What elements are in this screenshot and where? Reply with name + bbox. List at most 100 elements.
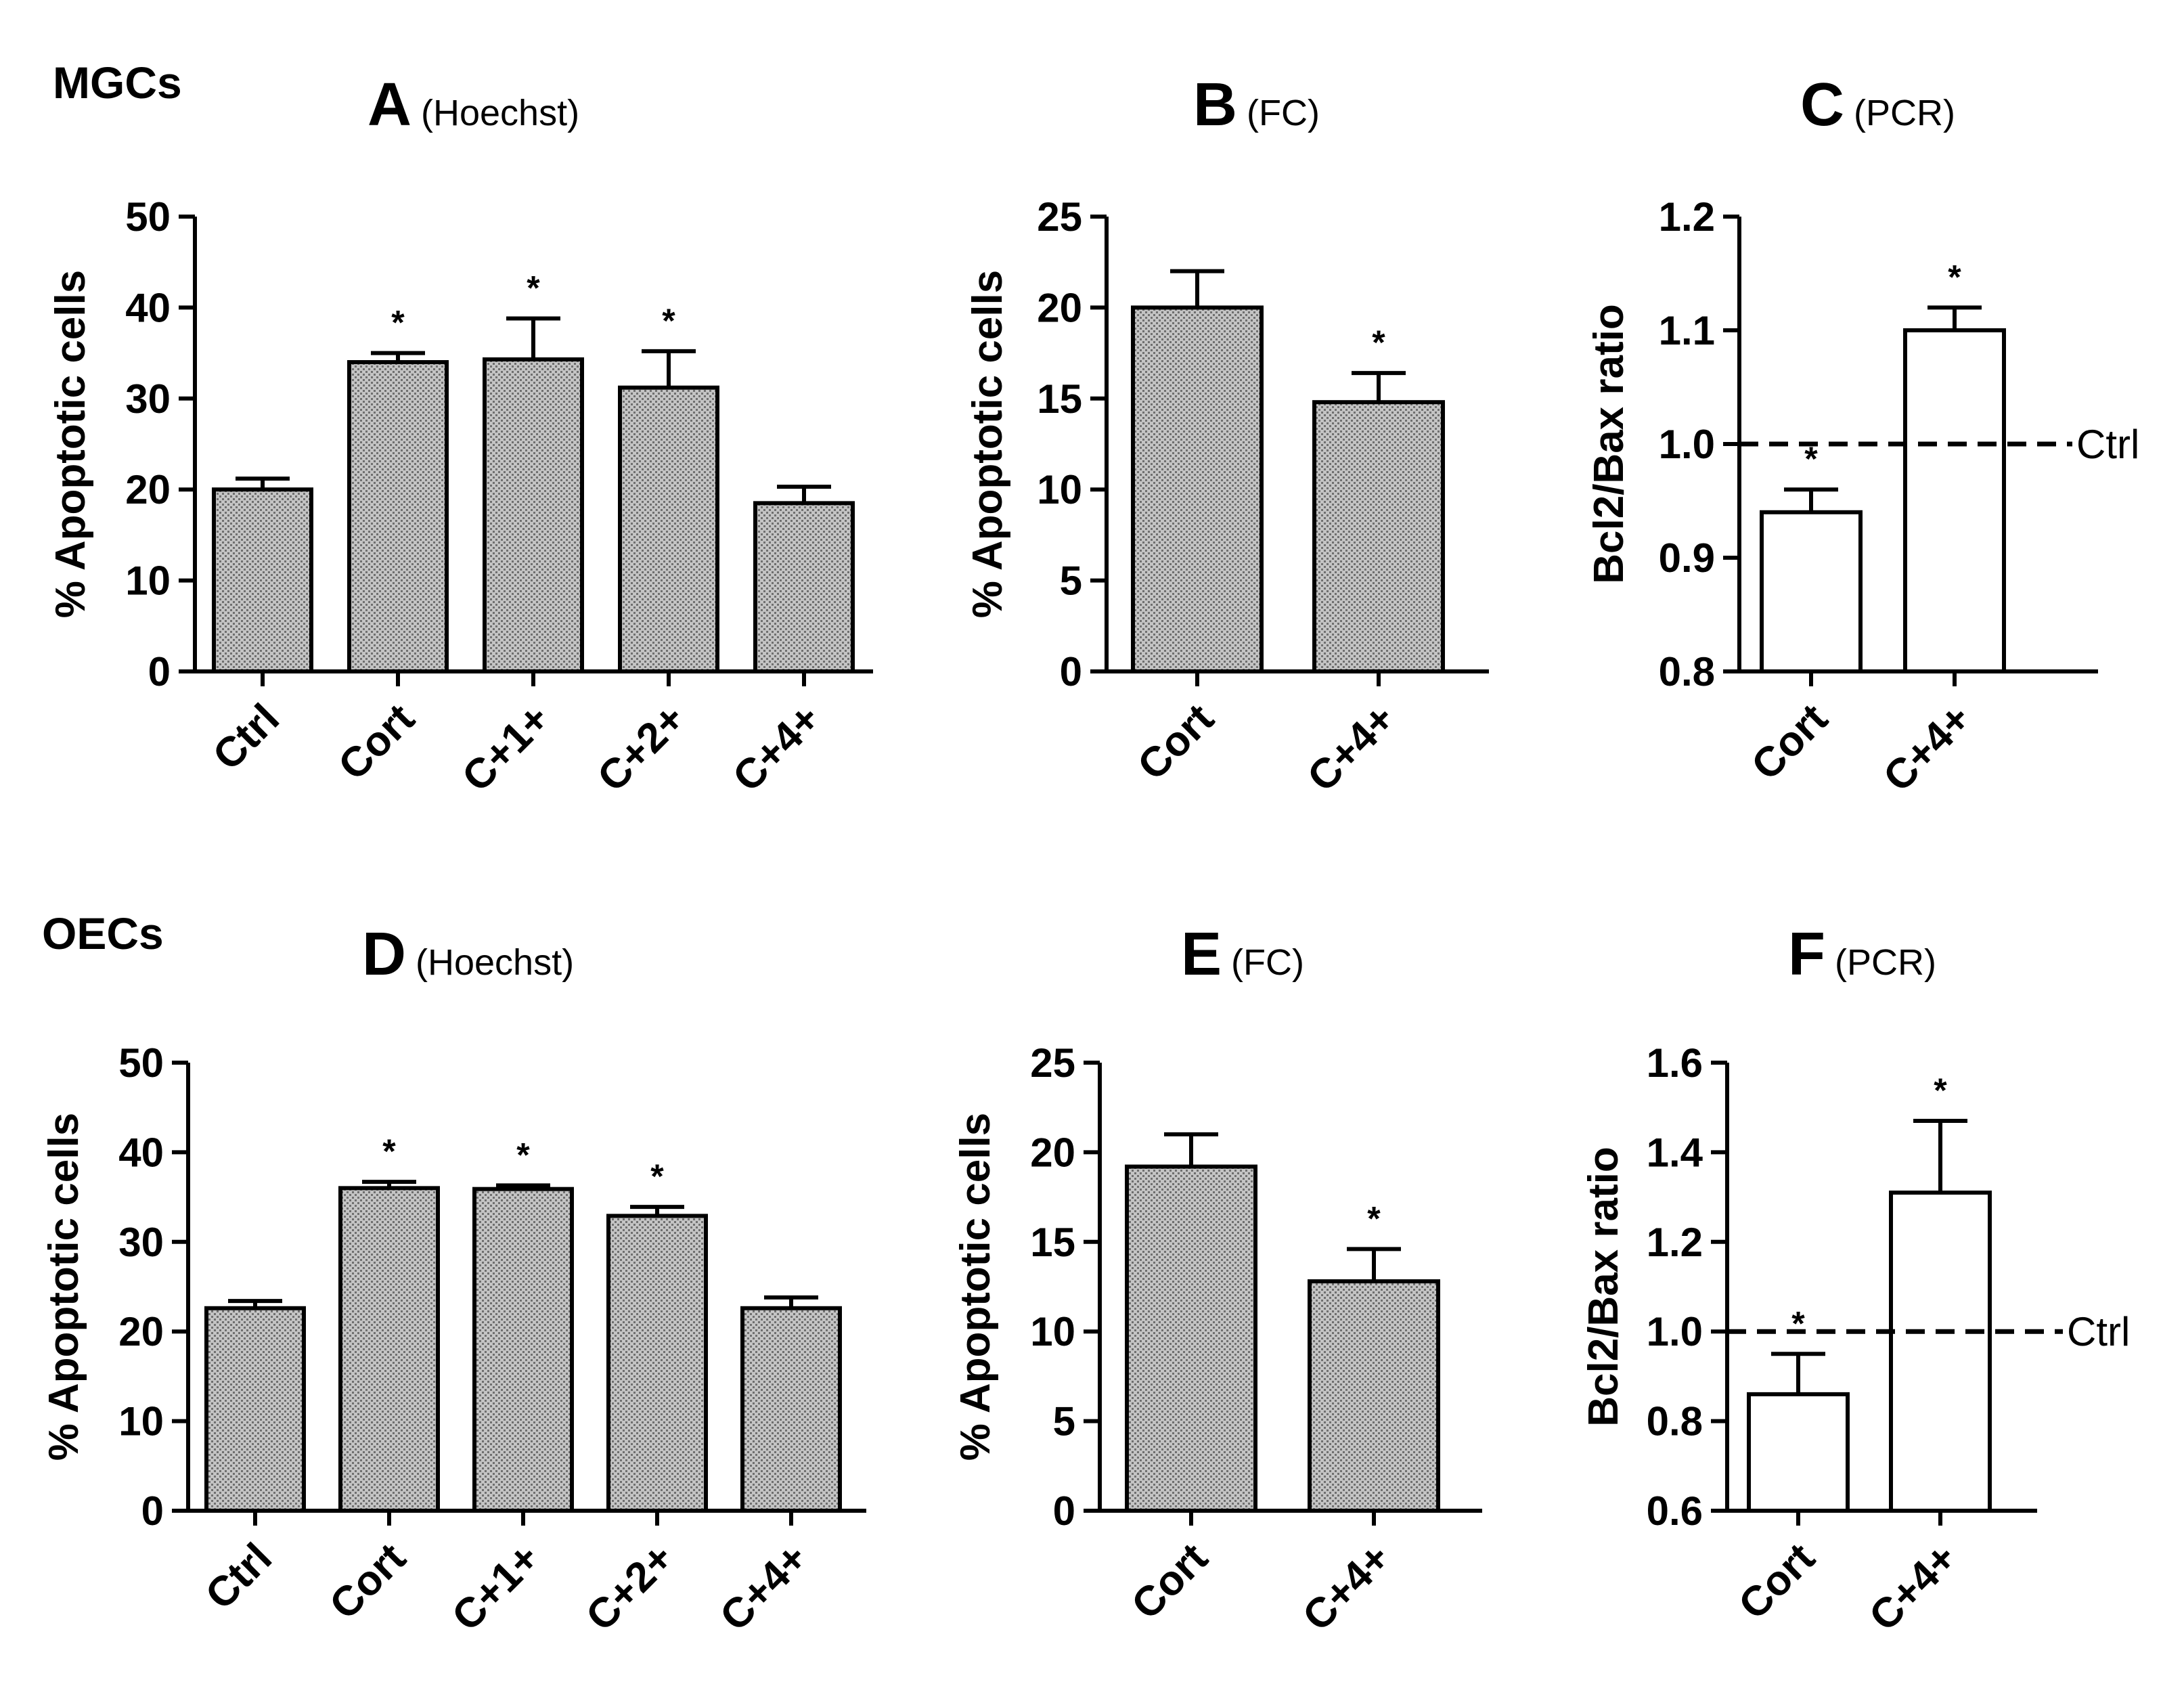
y-axis-title-e: % Apoptotic cells: [952, 1113, 999, 1461]
panel-method-a: (Hoechst): [421, 93, 579, 133]
bar-d-1: [338, 1186, 440, 1513]
bar-f-1: [1889, 1190, 1992, 1513]
panel-method-d: (Hoechst): [416, 942, 574, 983]
x-category-label-a-0: Ctrl: [204, 695, 288, 779]
panel-letter-e: E: [1181, 921, 1222, 988]
y-axis-title-a: % Apoptotic cells: [47, 270, 94, 618]
y-tick-label-b-1: 5: [1060, 558, 1082, 604]
y-tick-label-a-3: 30: [125, 376, 171, 422]
x-category-label-b-0: Cort: [1129, 695, 1223, 789]
y-tick-label-f-5: 1.6: [1647, 1040, 1703, 1086]
y-tick-label-c-4: 1.2: [1659, 194, 1715, 240]
bar-e-1: [1308, 1279, 1440, 1513]
panel-f: F (PCR) 0.6 0.8 1.0 1.2 1.4 1.6 Bcl2/Bax ratio * C…: [1580, 921, 2130, 1640]
panel-b: B (FC) 0 5 10 15 20 25 % Apoptotic cells Cort * C+4…: [964, 71, 1489, 801]
significance-star-e-1: *: [1367, 1199, 1381, 1237]
panel-title-c: C (PCR): [1800, 71, 1955, 139]
y-tick-label-b-0: 0: [1060, 649, 1082, 694]
significance-star-b-1: *: [1372, 324, 1385, 361]
y-tick-label-e-1: 5: [1053, 1399, 1075, 1444]
panel-letter-a: A: [367, 71, 411, 139]
panel-method-f: (PCR): [1835, 942, 1936, 983]
y-tick-label-b-5: 25: [1037, 194, 1082, 240]
y-tick-label-c-0: 0.8: [1659, 649, 1715, 694]
bar-d-0: [204, 1306, 306, 1513]
y-tick-label-a-1: 10: [125, 558, 171, 604]
y-tick-label-c-3: 1.1: [1659, 308, 1715, 353]
y-tick-label-f-2: 1.0: [1647, 1309, 1703, 1354]
x-category-label-f-1: C+4+: [1860, 1534, 1966, 1640]
y-tick-label-e-0: 0: [1053, 1488, 1075, 1534]
y-tick-label-b-4: 20: [1037, 285, 1082, 330]
y-tick-label-f-0: 0.6: [1647, 1488, 1703, 1534]
x-category-label-b-1: C+4+: [1299, 695, 1404, 801]
x-category-label-e-1: C+4+: [1294, 1534, 1400, 1640]
bar-e-0: [1125, 1164, 1257, 1513]
x-category-label-d-3: C+2+: [577, 1534, 683, 1640]
y-tick-label-e-3: 15: [1030, 1220, 1075, 1265]
bar-c-1: [1903, 328, 2006, 673]
bar-d-4: [740, 1306, 842, 1513]
significance-star-d-3: *: [650, 1157, 664, 1195]
y-tick-label-e-5: 25: [1030, 1040, 1075, 1086]
y-tick-label-d-5: 50: [118, 1040, 164, 1086]
panel-letter-b: B: [1193, 71, 1237, 139]
panel-method-b: (FC): [1247, 93, 1320, 133]
significance-star-a-1: *: [391, 304, 405, 342]
bar-b-0: [1131, 305, 1264, 673]
panel-letter-c: C: [1800, 71, 1844, 139]
significance-star-c-1: *: [1948, 258, 1961, 296]
y-tick-label-f-1: 0.8: [1647, 1399, 1703, 1444]
bar-a-2: [483, 357, 584, 673]
significance-star-c-0: *: [1804, 440, 1818, 478]
y-tick-label-d-1: 10: [118, 1399, 164, 1444]
y-axis-title-d: % Apoptotic cells: [41, 1113, 87, 1461]
panel-title-a: A (Hoechst): [367, 71, 579, 139]
x-category-label-d-0: Ctrl: [197, 1534, 281, 1618]
bar-f-0: [1747, 1392, 1850, 1513]
y-tick-label-c-1: 0.9: [1659, 535, 1715, 581]
y-tick-label-c-2: 1.0: [1659, 422, 1715, 467]
y-axis-title-f: Bcl2/Bax ratio: [1580, 1147, 1627, 1427]
y-tick-label-b-3: 15: [1037, 376, 1082, 422]
y-tick-label-f-3: 1.2: [1647, 1220, 1703, 1265]
x-category-label-a-4: C+4+: [724, 695, 830, 801]
panel-method-e: (FC): [1231, 942, 1304, 983]
row-label-mgcs: MGCs: [53, 58, 182, 108]
significance-star-f-1: *: [1934, 1071, 1947, 1109]
x-category-label-e-0: Cort: [1123, 1534, 1217, 1628]
y-tick-label-e-2: 10: [1030, 1309, 1075, 1354]
y-tick-label-d-3: 30: [118, 1220, 164, 1265]
y-axis-title-c: Bcl2/Bax ratio: [1586, 304, 1632, 584]
bar-a-3: [618, 385, 719, 673]
significance-star-d-2: *: [516, 1136, 530, 1174]
bar-d-2: [472, 1187, 574, 1513]
row-label-oecs: OECs: [42, 908, 164, 958]
x-category-label-d-1: Cort: [321, 1534, 415, 1628]
x-category-label-a-1: Cort: [330, 695, 424, 789]
significance-star-f-0: *: [1791, 1304, 1805, 1342]
panel-d: D (Hoechst) 0 10 20 30 40 50 % Apoptotic cells Ct…: [41, 921, 866, 1640]
significance-star-d-1: *: [382, 1132, 396, 1170]
panel-method-c: (PCR): [1854, 93, 1955, 133]
panel-title-b: B (FC): [1193, 71, 1320, 139]
y-tick-label-a-0: 0: [148, 649, 171, 694]
panel-letter-d: D: [362, 921, 406, 988]
y-tick-label-e-4: 20: [1030, 1130, 1075, 1175]
panel-title-d: D (Hoechst): [362, 921, 574, 988]
y-tick-label-a-4: 40: [125, 285, 171, 330]
y-tick-label-d-2: 20: [118, 1309, 164, 1354]
bar-a-0: [212, 487, 313, 673]
panel-c: C (PCR) 0.8 0.9 1.0 1.1 1.2 Bcl2/Bax ratio * Cort…: [1586, 71, 2139, 801]
x-category-label-f-0: Cort: [1730, 1534, 1824, 1628]
y-tick-label-d-0: 0: [141, 1488, 164, 1534]
significance-star-a-3: *: [662, 302, 675, 340]
bar-a-4: [753, 501, 855, 673]
y-axis-title-b: % Apoptotic cells: [964, 270, 1011, 618]
y-tick-label-b-2: 10: [1037, 467, 1082, 512]
significance-star-a-2: *: [527, 269, 540, 307]
panel-e: E (FC) 0 5 10 15 20 25 % Apoptotic cells Cort * C+4…: [952, 921, 1482, 1640]
y-tick-label-d-4: 40: [118, 1130, 164, 1175]
